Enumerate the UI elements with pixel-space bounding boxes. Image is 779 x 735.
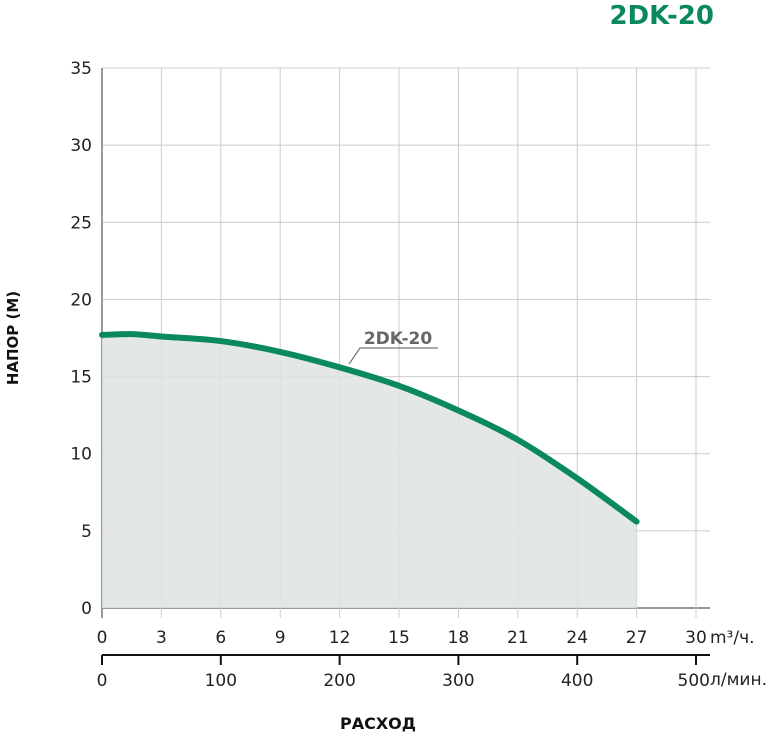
x2-tick-label: 0 [97,671,108,691]
x-axis-label: РАСХОД [340,714,416,733]
y-tick-label: 15 [70,368,92,388]
y-tick-label: 25 [70,213,92,233]
x-tick-label: 27 [626,628,648,648]
x2-tick-label: 400 [561,671,593,691]
series-label: 2DK-20 [364,329,433,349]
x-tick-label: 30 [685,628,707,648]
x-tick-label: 0 [97,628,108,648]
x2-tick-label: 500 [678,671,710,691]
x2-tick-label: 100 [205,671,237,691]
x-tick-label: 12 [329,628,351,648]
x-tick-label: 24 [566,628,588,648]
chart-title: 2DK-20 [609,1,714,31]
curve-fill-area [102,334,637,608]
x2-tick-label: 300 [442,671,474,691]
x-tick-label: 6 [215,628,226,648]
y-tick-label: 10 [70,445,92,465]
y-tick-label: 20 [70,290,92,310]
y-axis-label: НАПОР (М) [4,291,22,385]
x2-unit-label: л/мин. [710,670,767,690]
x-tick-label: 21 [507,628,529,648]
x-unit-label: m³/ч. [710,628,755,648]
y-tick-label: 35 [70,59,92,79]
y-tick-label: 5 [81,522,92,542]
x-tick-label: 18 [448,628,470,648]
series-label-leader [348,347,438,365]
y-tick-label: 0 [81,599,92,619]
x2-tick-label: 200 [323,671,355,691]
y-tick-label: 30 [70,136,92,156]
x-tick-label: 9 [275,628,286,648]
x-tick-label: 3 [156,628,167,648]
x-tick-label: 15 [388,628,410,648]
series-line-2DK-20 [99,331,640,525]
